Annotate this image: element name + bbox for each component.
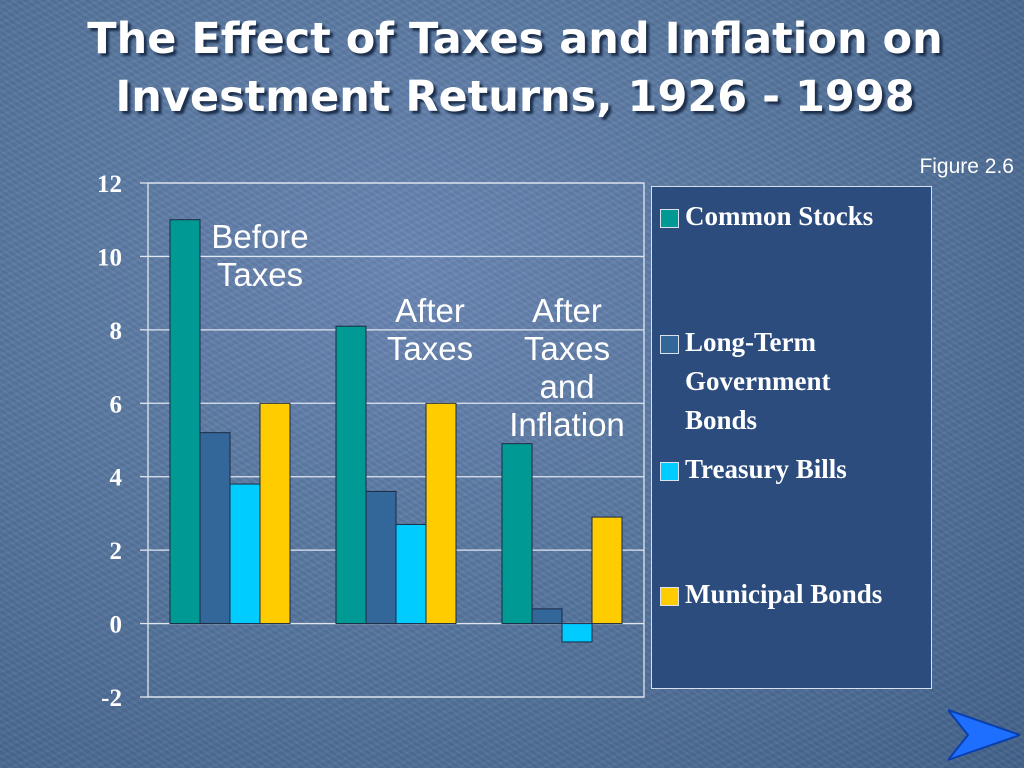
bar-municipal-bonds [591, 516, 623, 625]
bar-municipal-bonds [425, 402, 457, 625]
legend-swatch [660, 587, 679, 606]
chart-legend: Common Stocks Long-Term Government Bonds Tre… [651, 186, 932, 689]
bar-treasury-bills [395, 523, 427, 625]
figure-label: Figure 2.6 [919, 155, 1014, 178]
bar-common-stocks [501, 443, 533, 625]
legend-label: Common Stocks [685, 201, 874, 231]
y-tick-label: 12 [97, 171, 122, 198]
bar-long-term-government-bonds [199, 432, 231, 625]
y-tick-label: 2 [110, 538, 123, 565]
legend-label: Municipal Bonds [685, 579, 883, 609]
y-tick-label: 8 [110, 318, 123, 345]
legend-swatch [660, 335, 679, 354]
legend-item: Common Stocks [660, 197, 873, 236]
bar-treasury-bills [561, 623, 593, 643]
legend-item: Municipal Bonds [660, 575, 882, 614]
y-tick-label: 10 [97, 244, 122, 271]
plot-area-border [147, 182, 645, 698]
category-label: Taxes [524, 330, 610, 367]
y-tick-label: 0 [110, 612, 123, 639]
legend-item: Long-Term Government Bonds [660, 323, 830, 440]
category-label: Inflation [509, 406, 625, 443]
y-tick-label: -2 [101, 685, 122, 712]
category-label: Taxes [387, 330, 473, 367]
y-tick-label: 4 [110, 465, 123, 492]
legend-label: Treasury Bills [685, 454, 847, 484]
category-label: and [539, 368, 594, 405]
bar-long-term-government-bonds [365, 490, 397, 625]
bar-common-stocks [169, 219, 201, 625]
legend-label: Long-Term Government Bonds [685, 327, 831, 435]
category-label: After [395, 292, 465, 329]
legend-swatch [660, 209, 679, 228]
category-label: Before [211, 218, 308, 255]
legend-swatch [660, 462, 679, 481]
category-label: Taxes [217, 256, 303, 293]
bar-treasury-bills [229, 483, 261, 625]
arrow-right-icon[interactable] [948, 706, 1020, 764]
slide-title: The Effect of Taxes and Inflation on Inv… [87, 14, 943, 122]
category-label: After [532, 292, 602, 329]
bar-long-term-government-bonds [531, 608, 563, 625]
legend-item: Treasury Bills [660, 450, 847, 489]
bar-municipal-bonds [259, 402, 291, 625]
bar-common-stocks [335, 325, 367, 625]
y-tick-label: 6 [110, 391, 123, 418]
